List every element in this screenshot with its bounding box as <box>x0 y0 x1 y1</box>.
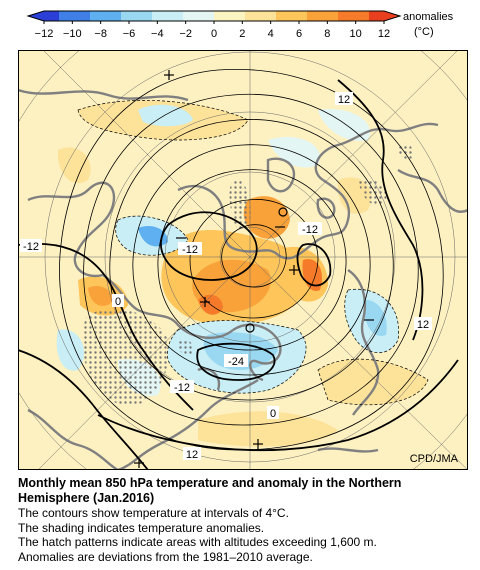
contour-label-minus24: -24 <box>228 356 244 368</box>
cold-center-ring <box>245 323 255 333</box>
colorbar-tick-label: −12 <box>35 28 54 40</box>
warm-center-marker <box>134 458 144 468</box>
colorbar-tick-label: 8 <box>324 28 330 40</box>
colorbar-tick-label: −10 <box>63 28 82 40</box>
colorbar-tick-label: 2 <box>239 28 245 40</box>
anomaly-colorbar: −12 −10 −8 −6 −4 −2 0 2 4 6 8 10 12 anomalies (°C) <box>26 10 454 40</box>
warm-anomaly-shading <box>57 100 428 447</box>
colorbar-segment <box>121 11 153 21</box>
colorbar-segment <box>90 11 122 21</box>
colorbar-tick-label: −6 <box>123 28 136 40</box>
map-credit: CPD/JMA <box>410 453 459 465</box>
anomaly-center-markers <box>134 70 374 468</box>
colorbar-tick-label: −2 <box>179 28 192 40</box>
warm-center-marker <box>200 297 210 307</box>
contour-labels: 12 -12 -12 -12 0 -24 -12 0 12 12 <box>20 92 432 461</box>
caption-title-line-1: Monthly mean 850 hPa temperature and ano… <box>18 476 402 490</box>
colorbar-tick-label: 0 <box>211 28 217 40</box>
colorbar-segment <box>152 11 184 21</box>
caption-line: Anomalies are deviations from the 1981–2… <box>18 549 313 564</box>
high-altitude-hatching <box>81 143 414 406</box>
contour-label-minus12-lower: -12 <box>174 382 190 394</box>
warm-center-marker <box>289 265 299 275</box>
zero-anomaly-lines <box>77 100 429 406</box>
colorbar-label: anomalies <box>403 11 454 23</box>
colorbar-unit: (°C) <box>414 26 434 38</box>
temperature-contours-major <box>18 79 459 470</box>
colorbar-tick-label: 6 <box>296 28 302 40</box>
polar-map: 12 -12 -12 -12 0 -24 -12 0 12 12 CPD/JMA <box>18 50 468 470</box>
warm-center-marker <box>164 70 174 80</box>
caption-line: The contours show temperature at interva… <box>18 506 289 520</box>
graticule <box>18 50 468 470</box>
warm-center-marker <box>253 439 263 449</box>
colorbar-segment <box>245 11 277 21</box>
colorbar-segment <box>214 11 246 21</box>
contour-label-0-left: 0 <box>115 296 121 308</box>
colorbar-tick-label: 10 <box>350 28 362 40</box>
contour-label-minus12-center: -12 <box>182 244 198 256</box>
cold-center-ring <box>278 207 288 217</box>
contour-label-12-upper-right: 12 <box>338 94 350 106</box>
contour-label-minus12-left: -12 <box>23 241 39 253</box>
colorbar-tick-label: 4 <box>268 28 274 40</box>
colorbar-segment <box>369 11 400 21</box>
colorbar-tick-label: 12 <box>378 28 390 40</box>
caption-line: The hatch patterns indicate areas with a… <box>18 535 377 549</box>
colorbar-segment <box>276 11 308 21</box>
colorbar-segment <box>307 11 339 21</box>
caption-line: The shading indicates temperature anomal… <box>18 520 265 535</box>
colorbar-segment <box>183 11 215 21</box>
colorbar-segment <box>28 11 60 21</box>
contour-label-12-bottom: 12 <box>186 449 198 461</box>
colorbar-tick-label: −4 <box>151 28 164 40</box>
colorbar-tick-label: −8 <box>94 28 107 40</box>
contour-label-0-bottom: 0 <box>270 408 276 420</box>
figure-caption: Monthly mean 850 hPa temperature and ano… <box>18 476 473 564</box>
contour-label-minus12-right: -12 <box>302 224 318 236</box>
colorbar-segment <box>338 11 370 21</box>
caption-title-line-2: Hemisphere (Jan.2016) <box>18 491 155 505</box>
contour-label-12-right: 12 <box>417 319 429 331</box>
colorbar-segment <box>59 11 91 21</box>
coastlines <box>18 88 468 470</box>
